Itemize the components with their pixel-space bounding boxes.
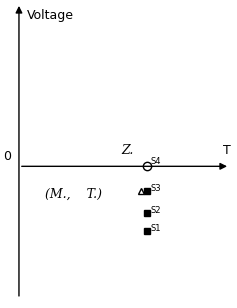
Text: Z.: Z. <box>121 144 133 157</box>
Text: S2: S2 <box>150 205 161 215</box>
Text: T: T <box>223 144 231 157</box>
Text: Voltage: Voltage <box>27 9 74 22</box>
Text: 0: 0 <box>3 150 11 163</box>
Text: S1: S1 <box>150 224 161 233</box>
Text: S4: S4 <box>150 157 161 166</box>
Text: S3: S3 <box>150 184 161 193</box>
Text: (M.,    T.): (M., T.) <box>45 188 102 201</box>
